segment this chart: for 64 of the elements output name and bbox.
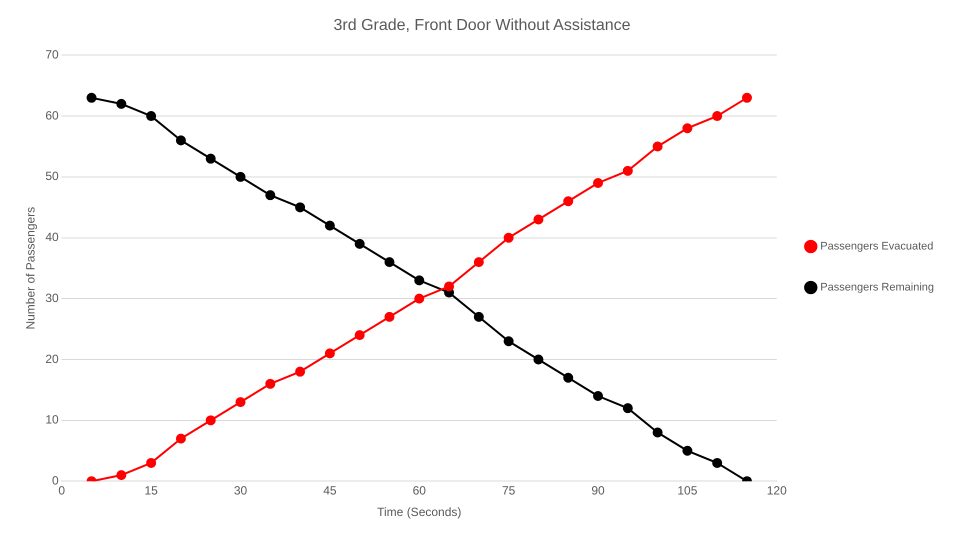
- point: [563, 372, 574, 383]
- y-tick-label: 30: [45, 290, 60, 305]
- x-tick-label: 15: [144, 484, 158, 498]
- point: [236, 397, 246, 408]
- x-tick-label: 30: [234, 484, 248, 498]
- point: [593, 178, 604, 188]
- point: [206, 415, 216, 426]
- x-axis-title: Time (Seconds): [377, 505, 462, 520]
- point: [682, 123, 692, 134]
- x-tick-label: 60: [412, 484, 426, 498]
- point: [265, 378, 276, 389]
- point: [742, 92, 752, 103]
- point: [682, 446, 692, 456]
- point: [324, 348, 335, 358]
- point: [474, 257, 484, 268]
- point: [712, 111, 722, 122]
- point: [712, 458, 722, 468]
- point: [533, 354, 544, 364]
- x-tick-label: 120: [766, 484, 788, 498]
- x-tick-label: 90: [591, 484, 606, 498]
- point: [295, 202, 306, 212]
- legend-label: Passengers Evacuated: [820, 240, 934, 253]
- point: [176, 434, 186, 444]
- point: [414, 275, 424, 286]
- point: [384, 257, 394, 268]
- point: [146, 111, 156, 122]
- legend-label: Passengers Remaining: [820, 282, 934, 294]
- point: [622, 166, 633, 176]
- point: [474, 312, 484, 322]
- point: [236, 172, 246, 182]
- point: [504, 336, 514, 346]
- y-tick-label: 50: [45, 169, 60, 184]
- point: [504, 232, 514, 243]
- point: [652, 428, 663, 438]
- point: [533, 214, 544, 225]
- point: [414, 294, 424, 304]
- y-tick-label: 20: [45, 352, 60, 366]
- point: [116, 470, 126, 480]
- chart-title: 3rd Grade, Front Door Without Assistance: [333, 17, 631, 34]
- point: [324, 220, 335, 231]
- point: [176, 135, 186, 146]
- point: [652, 141, 663, 152]
- y-tick-label: 60: [45, 108, 60, 122]
- y-tick-label: 0: [52, 474, 60, 488]
- x-tick-label: 45: [323, 484, 337, 498]
- point: [86, 92, 97, 103]
- x-tick-label: 105: [677, 484, 698, 498]
- point: [354, 330, 365, 340]
- point: [593, 391, 604, 401]
- y-tick-label: 70: [45, 48, 60, 62]
- point: [116, 98, 126, 109]
- point: [146, 458, 156, 468]
- point: [384, 312, 394, 322]
- point: [622, 403, 633, 414]
- point: [563, 196, 574, 206]
- y-axis-title: Number of Passengers: [24, 206, 38, 330]
- point: [265, 190, 276, 200]
- point: [354, 238, 365, 249]
- point: [206, 154, 216, 164]
- point: [295, 366, 306, 377]
- x-tick-label: 75: [502, 484, 516, 498]
- point: [444, 281, 454, 292]
- y-tick-label: 40: [45, 230, 60, 244]
- y-tick-label: 10: [45, 412, 60, 427]
